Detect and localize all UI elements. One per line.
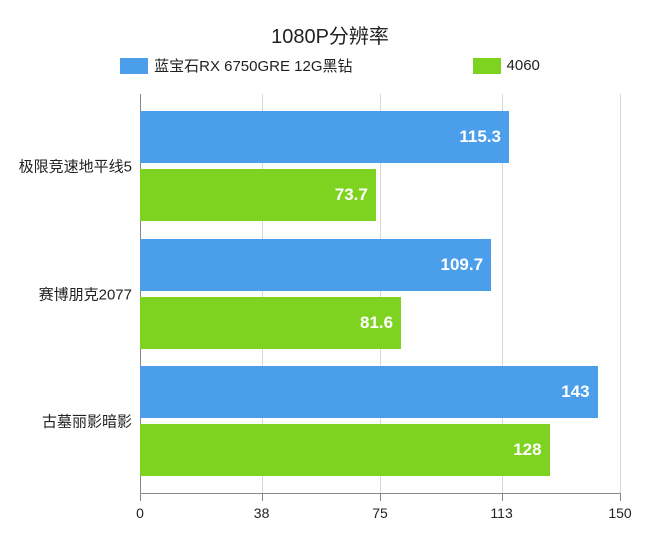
bar: 73.7 [140,169,376,221]
x-tick [380,493,381,501]
x-tick-label: 0 [136,505,144,521]
chart-container: 1080P分辨率 蓝宝石RX 6750GRE 12G黑钻 4060 0 38 75 1… [0,0,660,538]
gridline [620,94,621,493]
legend-label: 蓝宝石RX 6750GRE 12G黑钻 [154,55,352,76]
bar-group: 赛博朋克2077109.781.6 [140,239,620,349]
legend: 蓝宝石RX 6750GRE 12G黑钻 4060 [25,55,635,76]
legend-swatch-icon [473,58,501,74]
bar-value-label: 115.3 [459,127,501,147]
bar-value-label: 128 [513,440,541,460]
category-label: 极限竞速地平线5 [19,156,132,177]
legend-swatch-icon [120,58,148,74]
bar-value-label: 143 [561,382,589,402]
category-label: 赛博朋克2077 [39,283,132,304]
bar-value-label: 81.6 [360,313,393,333]
plot-area: 03875113150极限竞速地平线5115.373.7赛博朋克2077109.… [140,94,620,494]
x-tick [620,493,621,501]
bar: 143 [140,366,598,418]
x-tick [502,493,503,501]
x-tick-label: 150 [608,505,631,521]
bar: 81.6 [140,297,401,349]
x-tick-label: 113 [490,505,512,521]
bar-value-label: 73.7 [335,185,368,205]
chart-title: 1080P分辨率 [25,20,635,49]
x-tick [262,493,263,501]
bar-group: 古墓丽影暗影143128 [140,366,620,476]
x-tick-label: 75 [372,505,388,521]
bar: 109.7 [140,239,491,291]
category-label: 古墓丽影暗影 [42,410,132,431]
bar-group: 极限竞速地平线5115.373.7 [140,111,620,221]
legend-label: 4060 [507,57,540,74]
legend-item-series-1: 4060 [473,55,540,76]
x-tick-label: 38 [254,505,270,521]
bar: 128 [140,424,550,476]
legend-item-series-0: 蓝宝石RX 6750GRE 12G黑钻 [120,55,352,76]
bar-value-label: 109.7 [440,255,483,275]
bar: 115.3 [140,111,509,163]
x-tick [140,493,141,501]
